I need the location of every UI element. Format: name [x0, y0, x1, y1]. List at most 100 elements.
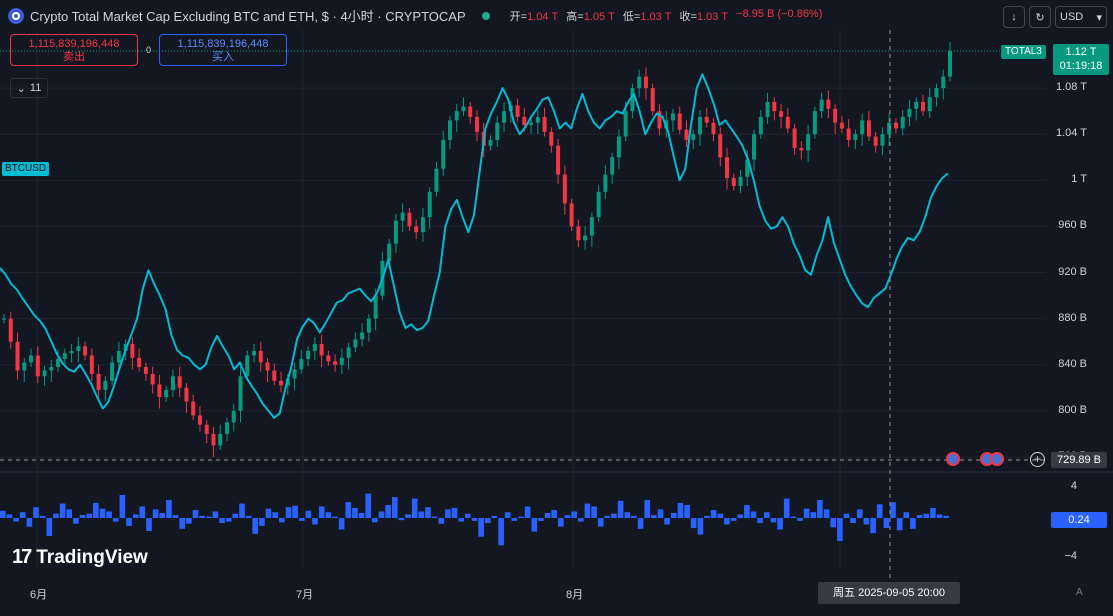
candle-body	[110, 362, 115, 381]
candle-body	[515, 105, 520, 117]
histogram-bar	[730, 518, 737, 521]
candle-body	[691, 134, 696, 140]
candle-body	[49, 367, 54, 371]
histogram-bar	[372, 518, 378, 523]
candle-body	[637, 76, 642, 89]
histogram-bar	[19, 512, 26, 518]
candle-body	[441, 139, 446, 169]
change-value: −8.95 B (−0.86%)	[736, 7, 823, 20]
currency-select[interactable]: USD ▾	[1055, 6, 1107, 28]
overlay-symbol-label[interactable]: BTCUSD	[2, 162, 50, 176]
candle-body	[900, 116, 905, 129]
candle-body	[616, 136, 621, 158]
candle-body	[224, 422, 229, 434]
histogram-bar	[26, 518, 33, 527]
histogram-bar	[697, 518, 704, 535]
histogram-bar	[186, 518, 192, 524]
histogram-bar	[199, 515, 205, 518]
candle-body	[907, 108, 912, 117]
symbol-title[interactable]: Crypto Total Market Cap Excluding BTC an…	[30, 9, 466, 24]
tradingview-logo[interactable]: 17 TradingView	[12, 546, 148, 568]
candle-body	[258, 350, 263, 363]
histogram-bar	[677, 502, 684, 518]
histogram-bar	[232, 513, 239, 518]
price-axis-tick: 840 B	[1058, 357, 1087, 370]
candle-body	[400, 212, 405, 221]
histogram-bar	[106, 511, 112, 518]
candle-body	[22, 362, 27, 371]
candle-body	[103, 380, 108, 391]
us-flag-event-icon[interactable]	[990, 452, 1004, 466]
histogram-bar	[478, 518, 484, 537]
market-status-icon	[481, 11, 490, 20]
histogram-bar	[651, 515, 657, 518]
histogram-bar	[126, 518, 132, 526]
price-axis-tick: 1.04 T	[1056, 127, 1087, 140]
candle-body	[603, 174, 608, 192]
candle-body	[792, 128, 797, 149]
histogram-bar	[378, 511, 385, 518]
histogram-bar	[33, 507, 39, 518]
histogram-bar	[903, 512, 910, 518]
candle-series	[0, 42, 1046, 457]
histogram-bar	[305, 510, 312, 518]
histogram-bar	[99, 508, 106, 518]
histogram-bar	[338, 518, 345, 530]
candle-body	[238, 376, 243, 411]
histogram-bar	[299, 518, 305, 521]
sell-button[interactable]: 1,115,839,196,448 卖出	[10, 34, 138, 66]
candle-body	[502, 111, 507, 123]
buy-button[interactable]: 1,115,839,196,448 买入	[159, 34, 288, 66]
candle-body	[866, 120, 871, 137]
chevron-down-icon: ▾	[1096, 11, 1102, 24]
candle-body	[799, 148, 804, 151]
reset-icon[interactable]: ↻	[1029, 6, 1051, 28]
candle-body	[42, 370, 47, 377]
histogram-bar	[13, 518, 19, 522]
candle-body	[387, 243, 392, 261]
add-alert-icon[interactable]: +	[1030, 452, 1045, 467]
histogram-bar	[458, 518, 464, 522]
candle-body	[393, 220, 398, 244]
candle-body	[893, 122, 898, 129]
histogram-bar	[205, 516, 212, 518]
candle-body	[549, 131, 554, 146]
histogram-bar	[172, 515, 179, 518]
candle-body	[535, 116, 540, 123]
histogram-bar	[245, 515, 252, 518]
candle-body	[346, 347, 351, 358]
histogram-bar	[325, 512, 332, 518]
histogram-bar	[930, 507, 936, 518]
candle-body	[670, 113, 675, 121]
histogram-bar	[843, 513, 850, 518]
oscillator-tick: −4	[1064, 550, 1077, 562]
histogram-bar	[737, 514, 743, 518]
histogram-bar	[837, 518, 843, 542]
candle-body	[211, 433, 216, 446]
candle-body	[454, 111, 459, 121]
histogram-bar	[425, 507, 431, 518]
histogram-bar	[398, 518, 405, 521]
histogram-bar	[46, 518, 53, 536]
us-flag-event-icon[interactable]	[946, 452, 960, 466]
auto-scale-button[interactable]: A	[1076, 587, 1083, 598]
histogram-bar	[445, 509, 451, 518]
histogram-bar	[279, 518, 285, 523]
histogram-bar	[797, 518, 803, 521]
candle-body	[643, 76, 648, 89]
histogram-bar	[936, 514, 943, 518]
price-axis-tick: 1.08 T	[1056, 81, 1087, 94]
indicators-toggle[interactable]: ⌄ 11	[10, 78, 48, 98]
histogram-bar	[823, 509, 830, 518]
down-arrow-icon[interactable]: ↓	[1003, 6, 1025, 28]
histogram-bar	[312, 518, 318, 525]
histogram-bar	[139, 506, 146, 518]
candle-body	[245, 355, 250, 377]
candle-body	[941, 76, 946, 89]
histogram-bar	[724, 518, 730, 525]
candle-body	[292, 369, 297, 379]
histogram-bar	[498, 518, 504, 546]
histogram-bar	[219, 518, 225, 524]
candle-body	[197, 415, 202, 425]
